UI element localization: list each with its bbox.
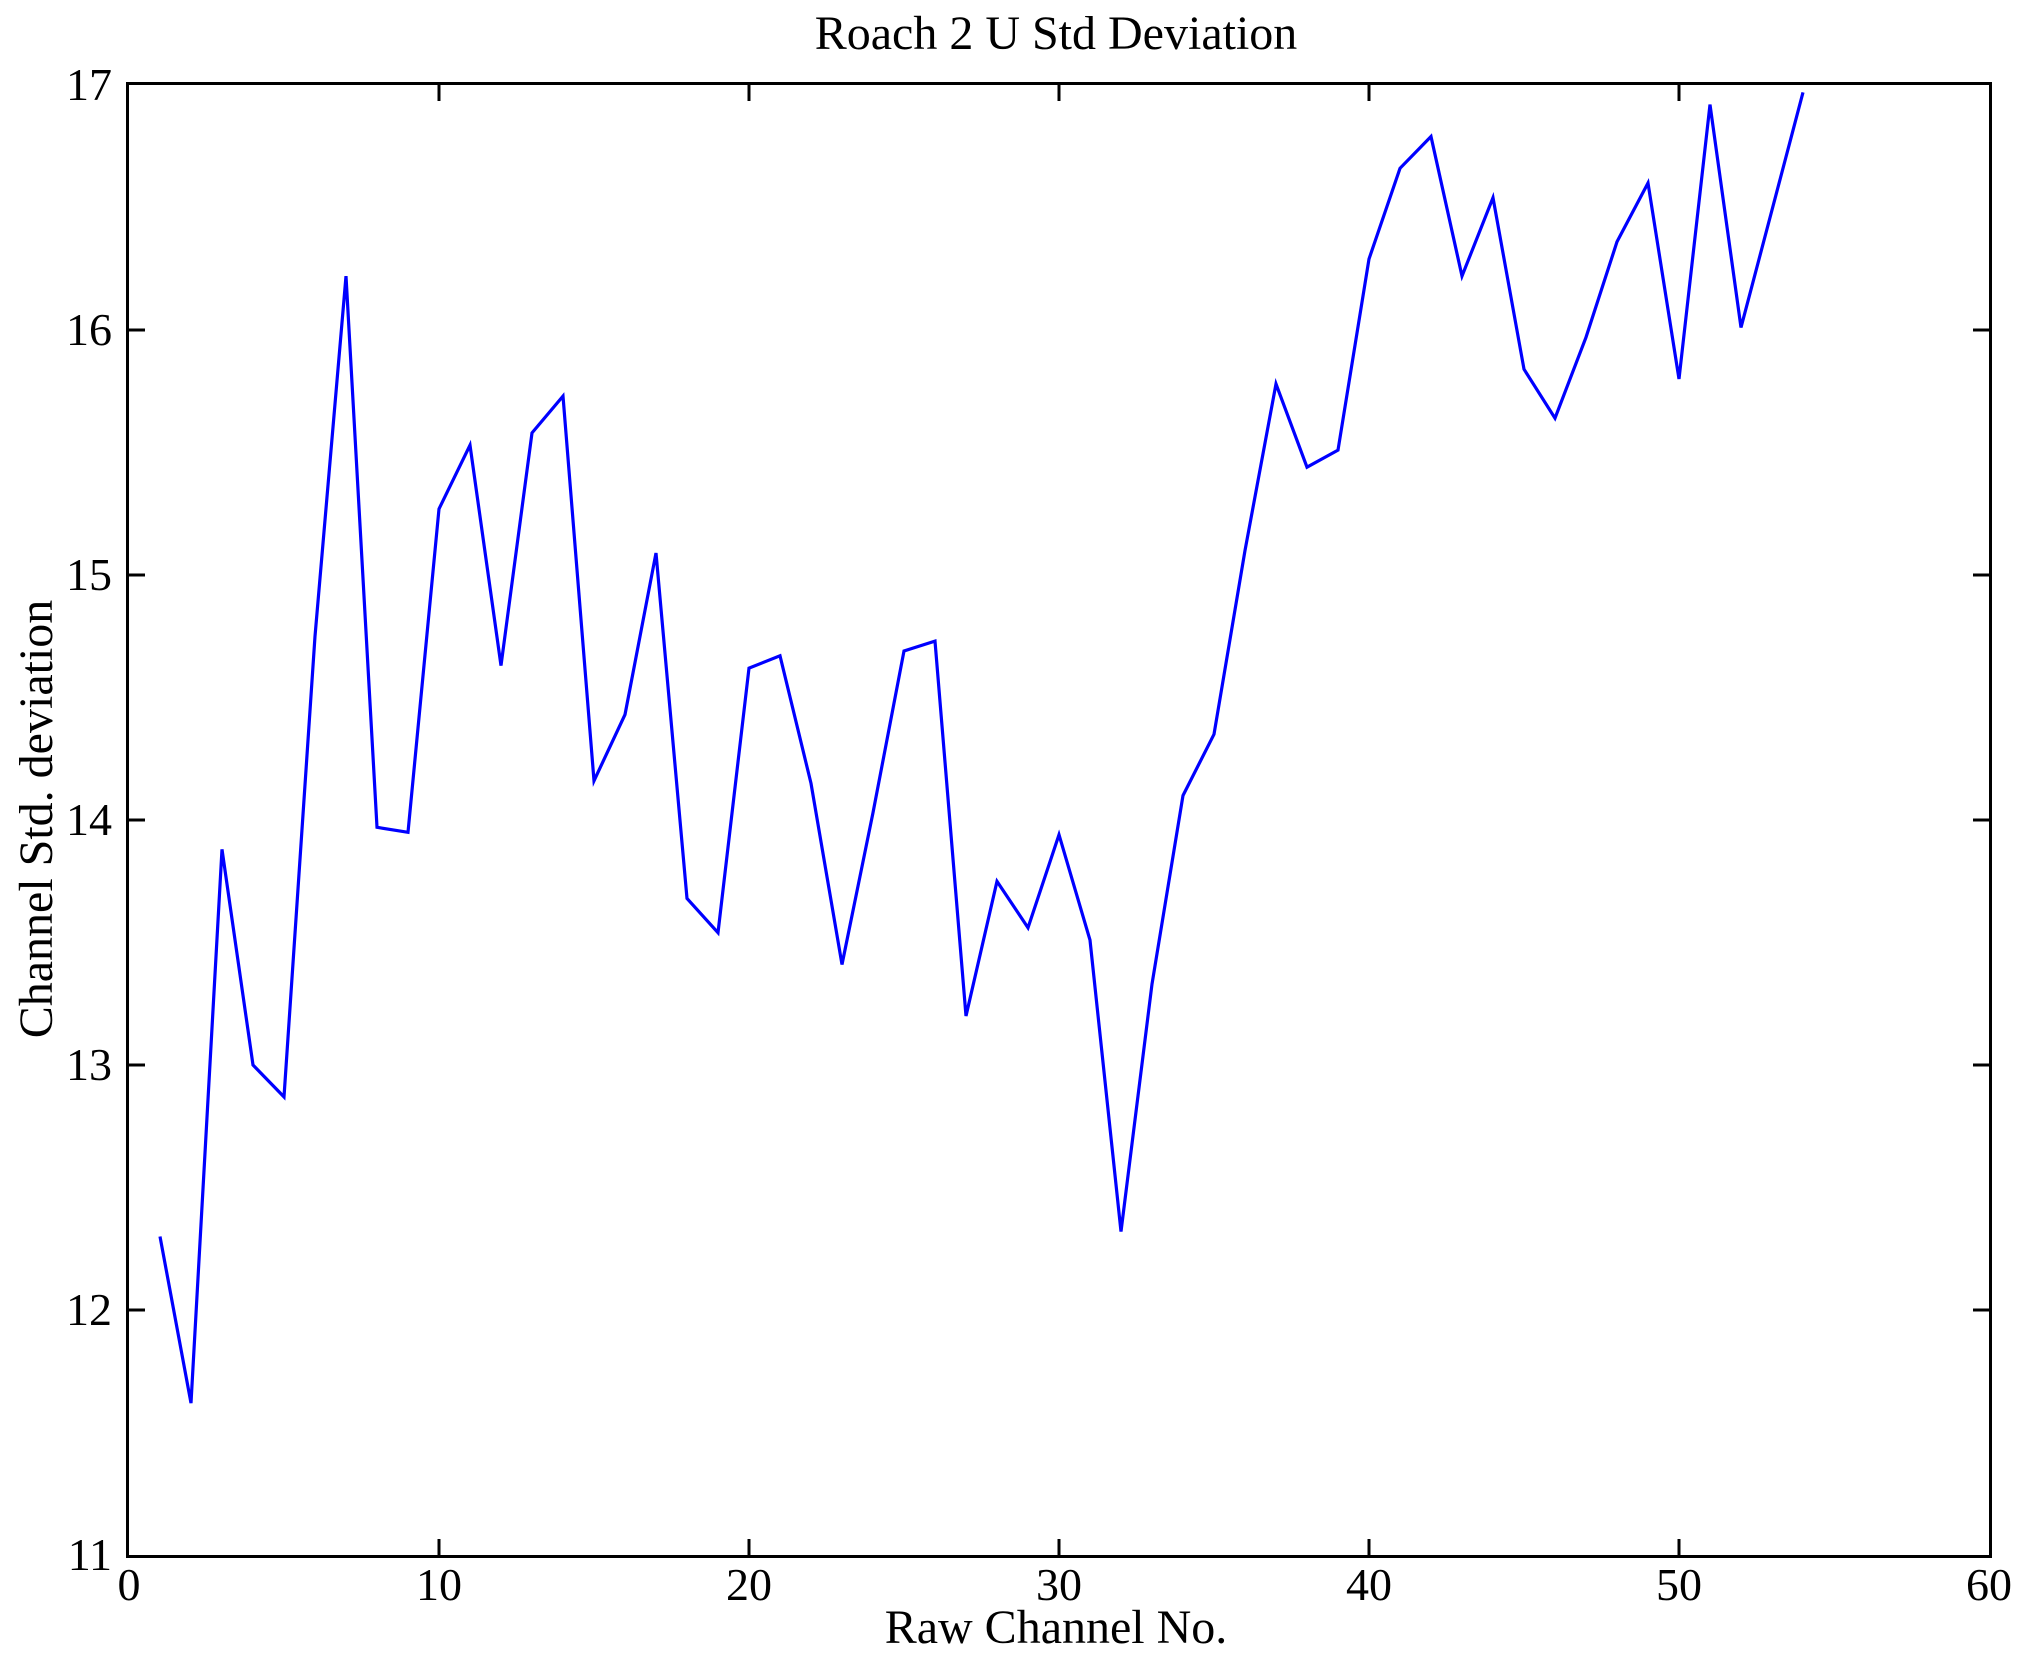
x-tick-label: 20	[726, 1559, 772, 1610]
x-axis-label: Raw Channel No.	[884, 1601, 1228, 1654]
x-tick-label: 60	[1966, 1559, 2012, 1610]
x-tick-label: 40	[1346, 1559, 1392, 1610]
y-tick-label: 17	[66, 59, 112, 110]
y-tick-label: 16	[66, 304, 112, 355]
y-tick-label: 14	[66, 794, 112, 845]
y-tick-label: 11	[67, 1529, 112, 1580]
y-tick-label: 13	[66, 1039, 112, 1090]
x-tick-label: 0	[117, 1559, 141, 1610]
plot-area	[126, 82, 1992, 1558]
data-line	[158, 91, 1805, 1404]
chart-title: Roach 2 U Std Deviation	[814, 7, 1298, 60]
y-tick-label: 12	[66, 1284, 112, 1335]
x-tick-label: 30	[1036, 1559, 1082, 1610]
axis-tick-marks	[129, 85, 1989, 1555]
line-chart-svg	[129, 85, 1989, 1555]
x-tick-label: 50	[1656, 1559, 1702, 1610]
y-tick-label: 15	[66, 549, 112, 600]
x-tick-label: 10	[416, 1559, 462, 1610]
